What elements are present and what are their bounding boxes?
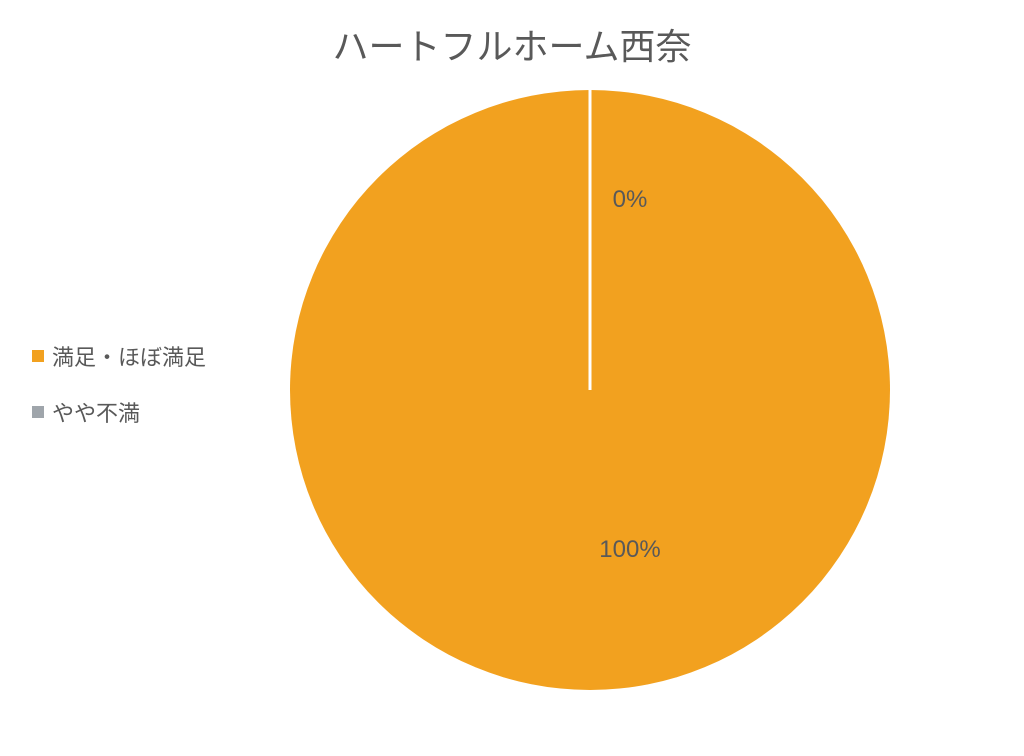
pie-data-label: 0% [613, 186, 648, 214]
legend-item: やや不満 [32, 396, 206, 428]
chart-legend: 満足・ほぼ満足 やや不満 [32, 340, 206, 428]
legend-item: 満足・ほぼ満足 [32, 340, 206, 372]
legend-swatch-icon [32, 406, 44, 418]
pie-data-label: 100% [599, 536, 660, 564]
legend-swatch-icon [32, 350, 44, 362]
pie-svg [290, 90, 890, 690]
legend-label: やや不満 [52, 396, 140, 428]
legend-label: 満足・ほぼ満足 [52, 340, 206, 372]
pie-chart: 0% 100% [290, 90, 890, 690]
chart-title: ハートフルホーム西奈 [0, 18, 1024, 70]
